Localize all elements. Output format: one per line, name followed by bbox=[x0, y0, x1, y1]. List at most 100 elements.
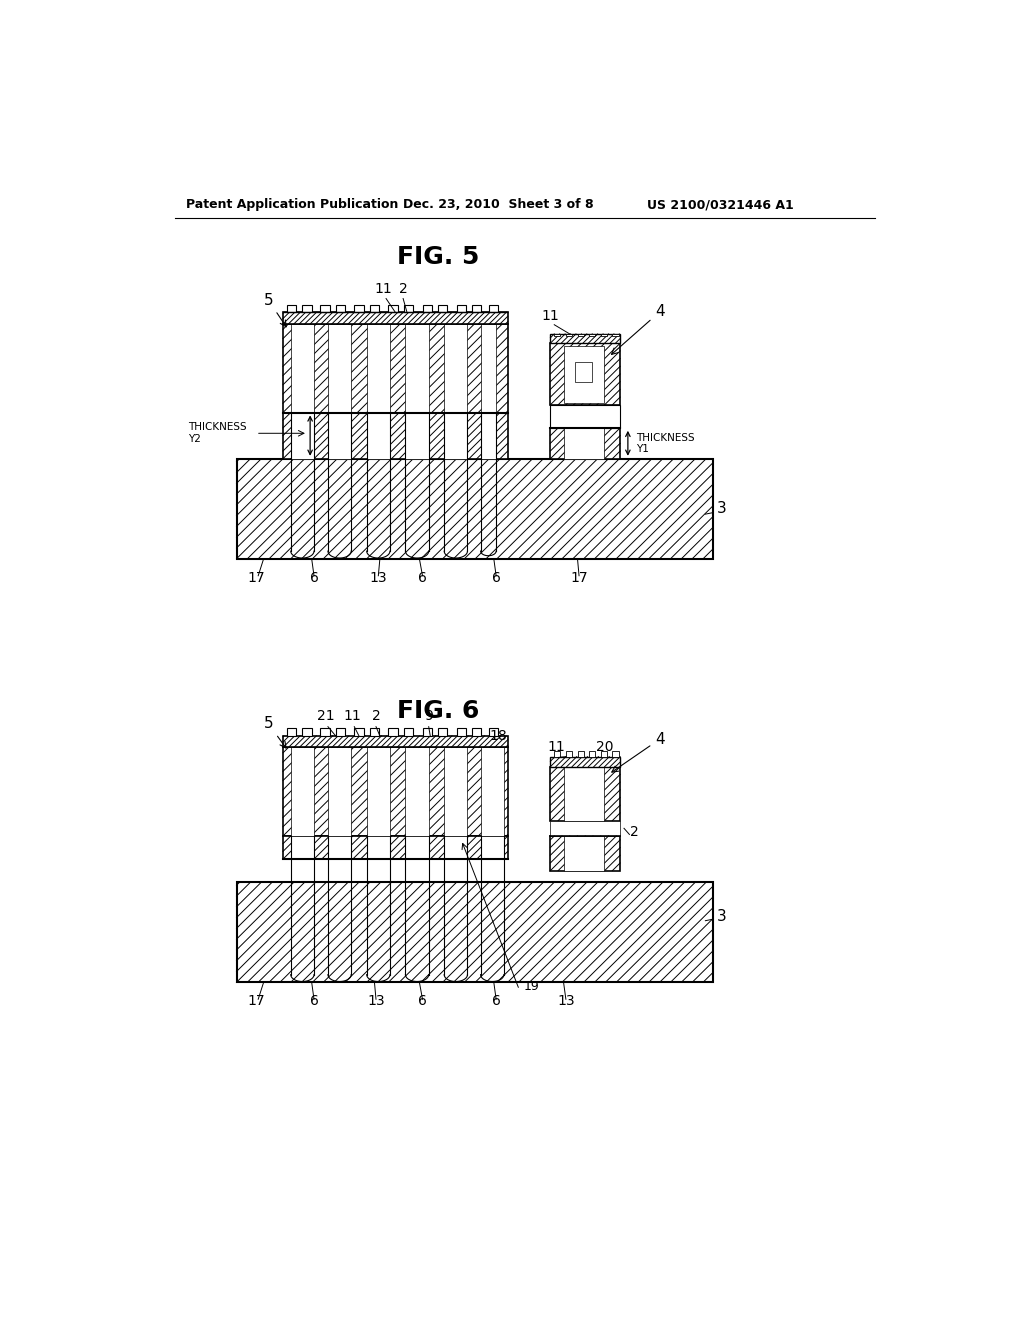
Text: 11: 11 bbox=[548, 741, 565, 754]
Bar bbox=[457, 305, 466, 313]
Bar bbox=[563, 346, 604, 404]
Bar bbox=[589, 334, 595, 335]
Bar bbox=[302, 305, 311, 313]
Text: FIG. 6: FIG. 6 bbox=[397, 700, 479, 723]
Text: 13: 13 bbox=[368, 994, 385, 1008]
Bar bbox=[563, 836, 604, 871]
Text: 2: 2 bbox=[630, 825, 639, 840]
Bar bbox=[457, 729, 466, 737]
Bar bbox=[550, 334, 621, 343]
Bar bbox=[550, 343, 621, 405]
Bar bbox=[489, 305, 499, 313]
Text: 13: 13 bbox=[370, 572, 387, 585]
Bar bbox=[554, 751, 560, 756]
Text: 19: 19 bbox=[523, 979, 539, 993]
Text: FIG. 5: FIG. 5 bbox=[397, 246, 479, 269]
Bar bbox=[287, 729, 296, 737]
Bar bbox=[575, 363, 592, 381]
Text: 9: 9 bbox=[424, 710, 433, 723]
Bar bbox=[291, 747, 314, 836]
Bar bbox=[283, 313, 508, 323]
Text: 11: 11 bbox=[542, 309, 559, 323]
Bar bbox=[354, 729, 364, 737]
Bar bbox=[406, 412, 429, 459]
Bar bbox=[438, 305, 447, 313]
Bar bbox=[472, 305, 481, 313]
Bar bbox=[578, 334, 584, 335]
Bar bbox=[283, 323, 508, 412]
Bar bbox=[563, 428, 604, 459]
Bar bbox=[388, 305, 397, 313]
Bar bbox=[444, 747, 467, 836]
Bar bbox=[601, 334, 607, 335]
Bar bbox=[291, 836, 314, 859]
Bar bbox=[444, 836, 467, 859]
Bar bbox=[367, 412, 390, 459]
Bar bbox=[291, 412, 314, 459]
Bar bbox=[480, 323, 496, 412]
Bar bbox=[406, 323, 429, 412]
Bar bbox=[550, 756, 621, 767]
Bar bbox=[578, 751, 584, 756]
Bar bbox=[367, 747, 390, 836]
Bar bbox=[283, 747, 508, 836]
Bar bbox=[550, 821, 621, 836]
Bar bbox=[480, 836, 504, 859]
Text: 2: 2 bbox=[398, 282, 408, 296]
Bar bbox=[550, 428, 621, 459]
Text: 5: 5 bbox=[263, 293, 286, 327]
Bar bbox=[566, 334, 572, 335]
Bar bbox=[367, 836, 390, 859]
Text: 13: 13 bbox=[557, 994, 574, 1008]
Bar bbox=[480, 747, 504, 836]
Text: Patent Application Publication: Patent Application Publication bbox=[186, 198, 398, 211]
Text: 18: 18 bbox=[489, 729, 507, 743]
Bar bbox=[563, 767, 604, 821]
Bar bbox=[566, 751, 572, 756]
Bar bbox=[550, 836, 621, 871]
Text: 6: 6 bbox=[309, 994, 318, 1008]
Bar bbox=[554, 334, 560, 335]
Text: 6: 6 bbox=[492, 572, 501, 585]
Bar bbox=[321, 729, 330, 737]
Bar bbox=[370, 729, 379, 737]
Text: 3: 3 bbox=[717, 500, 727, 516]
Bar bbox=[589, 751, 595, 756]
Bar bbox=[283, 737, 508, 747]
Text: 6: 6 bbox=[418, 572, 427, 585]
Text: 4: 4 bbox=[611, 304, 665, 354]
Text: 6: 6 bbox=[309, 572, 318, 585]
Bar bbox=[403, 729, 414, 737]
Bar bbox=[403, 305, 414, 313]
Text: 6: 6 bbox=[492, 994, 501, 1008]
Bar bbox=[291, 323, 314, 412]
Bar bbox=[336, 305, 345, 313]
Bar bbox=[321, 305, 330, 313]
Text: 4: 4 bbox=[611, 731, 665, 772]
Bar bbox=[328, 747, 351, 836]
Bar bbox=[302, 729, 311, 737]
Bar bbox=[601, 751, 607, 756]
Bar bbox=[472, 729, 481, 737]
Bar bbox=[612, 334, 618, 335]
Text: THICKNESS
Y1: THICKNESS Y1 bbox=[636, 433, 694, 454]
Bar bbox=[388, 729, 397, 737]
Bar bbox=[237, 459, 713, 558]
Bar bbox=[406, 836, 429, 859]
Bar bbox=[328, 323, 351, 412]
Bar bbox=[370, 305, 379, 313]
Bar bbox=[328, 412, 351, 459]
Text: 6: 6 bbox=[418, 994, 427, 1008]
Bar bbox=[550, 767, 621, 821]
Text: 17: 17 bbox=[247, 572, 264, 585]
Bar bbox=[438, 729, 447, 737]
Text: 5: 5 bbox=[263, 717, 286, 748]
Text: 2: 2 bbox=[372, 710, 380, 723]
Bar bbox=[354, 305, 364, 313]
Text: 3: 3 bbox=[717, 908, 727, 924]
Text: 17: 17 bbox=[570, 572, 588, 585]
Bar bbox=[367, 323, 390, 412]
Text: THICKNESS
Y2: THICKNESS Y2 bbox=[188, 422, 247, 444]
Bar bbox=[283, 412, 508, 459]
Bar bbox=[336, 729, 345, 737]
